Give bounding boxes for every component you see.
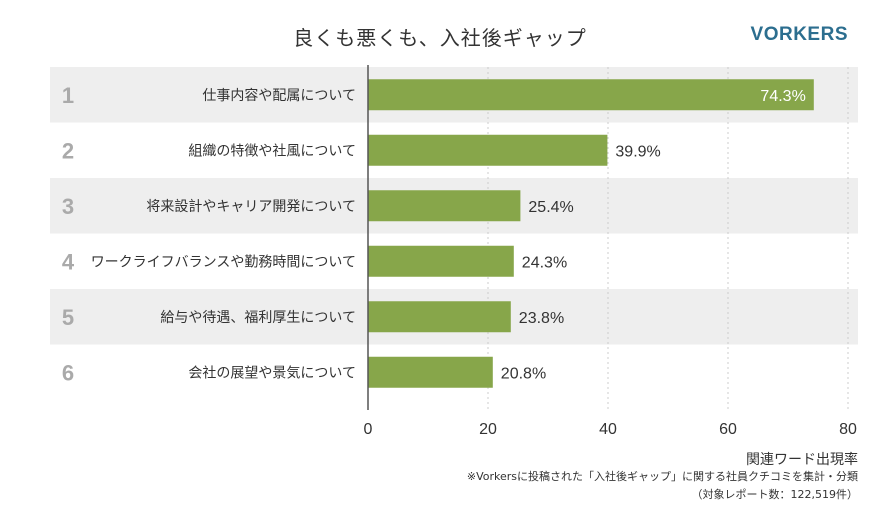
bar [368, 190, 521, 222]
bar [368, 356, 493, 388]
rank-number: 2 [62, 138, 74, 163]
value-label: 20.8% [501, 365, 546, 382]
value-label: 23.8% [519, 310, 564, 327]
value-label: 74.3% [760, 88, 805, 105]
rank-number: 3 [62, 194, 74, 219]
x-tick-label: 0 [364, 421, 373, 438]
x-tick-label: 60 [719, 421, 737, 438]
vorkers-logo: VORKERS [750, 24, 848, 45]
chart-title: 良くも悪くも、入社後ギャップ [293, 26, 587, 50]
category-label: 給与や待遇、福利厚生について [160, 310, 356, 326]
category-label: 会社の展望や景気について [188, 365, 356, 381]
bar [368, 79, 814, 111]
footnote-count: （対象レポート数：122,519件） [691, 488, 859, 501]
category-label: 将来設計やキャリア開発について [146, 199, 356, 215]
rank-number: 6 [62, 360, 74, 385]
x-axis-title: 関連ワード出現率 [746, 451, 858, 468]
x-tick-label: 80 [839, 421, 857, 438]
rank-number: 4 [62, 249, 75, 274]
bar [368, 301, 511, 333]
value-label: 24.3% [522, 254, 567, 271]
bar [368, 134, 608, 166]
x-tick-label: 40 [599, 421, 617, 438]
value-label: 39.9% [615, 143, 660, 160]
bar [368, 245, 514, 277]
category-label: 組織の特徴や社風について [188, 143, 356, 159]
rank-number: 1 [62, 83, 74, 108]
x-tick-label: 20 [479, 421, 497, 438]
category-label: 仕事内容や配属について [202, 87, 356, 104]
footnote-source: ※Vorkersに投稿された「入社後ギャップ」に関する社員クチコミを集計・分類 [466, 470, 858, 483]
rank-number: 5 [62, 305, 74, 330]
category-label: ワークライフバランスや勤務時間について [91, 254, 356, 270]
value-label: 25.4% [528, 199, 573, 216]
